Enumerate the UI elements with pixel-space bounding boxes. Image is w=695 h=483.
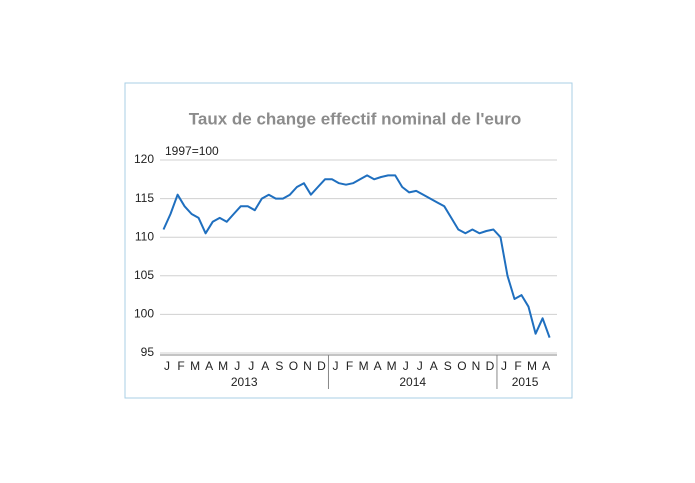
y-tick-label: 105 (134, 268, 154, 282)
x-tick-label: M (359, 359, 369, 373)
x-tick-label: O (289, 359, 298, 373)
x-tick-label: O (457, 359, 466, 373)
x-tick-label: F (514, 359, 521, 373)
y-tick-label: 115 (135, 191, 154, 205)
x-tick-label: F (177, 359, 184, 373)
series-line (162, 174, 551, 338)
frame (124, 82, 573, 399)
unit-label: 1997=100 (165, 144, 219, 158)
x-tick-label: M (190, 359, 200, 373)
y-tick-label: 95 (141, 345, 155, 359)
x-tick-label: J (417, 359, 423, 373)
x-tick-label: D (486, 359, 495, 373)
year-label: 2015 (512, 375, 539, 389)
x-tick-label: J (234, 359, 240, 373)
x-tick-label: J (403, 359, 409, 373)
x-tick-label: A (205, 359, 213, 373)
y-tick-label: 120 (134, 152, 154, 166)
x-tick-label: M (387, 359, 397, 373)
x-tick-label: A (374, 359, 382, 373)
x-tick-label: D (317, 359, 326, 373)
y-tick-label: 110 (135, 229, 154, 243)
year-label: 2014 (399, 375, 426, 389)
x-tick-label: S (275, 359, 283, 373)
x-tick-label: N (303, 359, 312, 373)
x-tick-label: J (164, 359, 170, 373)
x-tick-label: J (501, 359, 507, 373)
x-tick-label: M (218, 359, 228, 373)
x-tick-label: J (333, 359, 339, 373)
year-label: 2013 (231, 375, 258, 389)
x-tick-label: S (444, 359, 452, 373)
x-tick-label: N (472, 359, 481, 373)
x-tick-label: M (527, 359, 537, 373)
chart-title: Taux de change effectif nominal de l'eur… (189, 109, 521, 128)
x-tick-label: J (248, 359, 254, 373)
x-tick-label: F (346, 359, 353, 373)
x-tick-label: A (542, 359, 550, 373)
x-tick-label: A (430, 359, 438, 373)
y-tick-label: 100 (134, 307, 154, 321)
x-tick-label: A (261, 359, 269, 373)
